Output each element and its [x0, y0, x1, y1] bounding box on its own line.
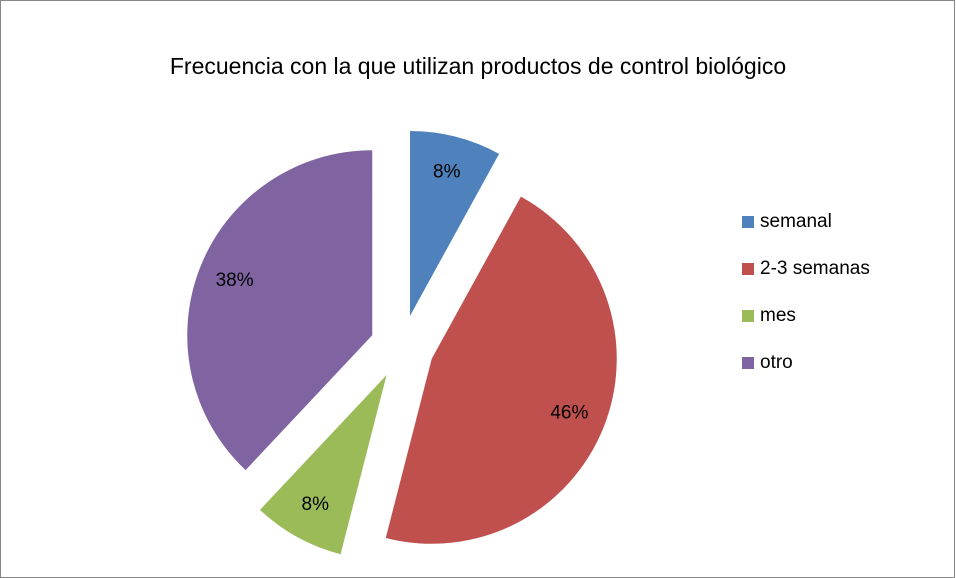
legend-label: 2-3 semanas [760, 258, 870, 279]
data-label: 8% [302, 494, 330, 515]
legend-swatch [742, 216, 754, 228]
legend-swatch [742, 357, 754, 369]
data-label: 46% [550, 402, 588, 423]
legend-label: semanal [760, 211, 832, 232]
legend-swatch [742, 310, 754, 322]
legend-swatch [742, 263, 754, 275]
pie-slice [187, 150, 373, 471]
pie-slice [259, 375, 387, 555]
pie-slice [409, 131, 500, 317]
data-label: 8% [433, 162, 461, 183]
chart-title: Frecuencia con la que utilizan productos… [170, 53, 786, 79]
legend-label: mes [760, 305, 796, 326]
pie-slice [385, 196, 617, 544]
data-label: 38% [216, 270, 254, 291]
legend-label: otro [760, 352, 793, 373]
